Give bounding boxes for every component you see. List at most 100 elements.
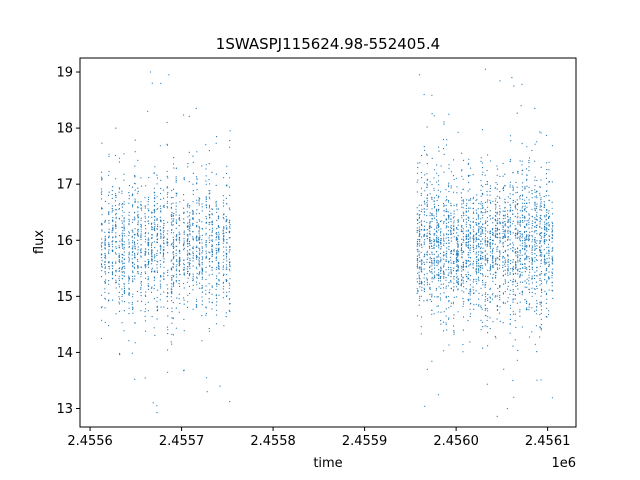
data-point (450, 214, 452, 216)
data-point (507, 270, 509, 272)
data-point (545, 177, 548, 179)
data-point (502, 274, 504, 276)
data-point (507, 272, 509, 274)
data-point (147, 237, 150, 239)
data-point (416, 315, 418, 317)
data-point (196, 284, 198, 286)
data-point (462, 305, 464, 307)
data-point (522, 205, 524, 207)
data-point (166, 170, 168, 172)
data-point (539, 247, 541, 249)
data-point (453, 314, 455, 316)
data-point (201, 252, 203, 254)
data-point (134, 245, 136, 247)
data-point (468, 162, 470, 164)
data-point (531, 197, 533, 199)
data-point (517, 259, 519, 261)
data-point (172, 317, 174, 319)
data-point (433, 240, 435, 242)
data-point (215, 295, 217, 297)
data-point (473, 231, 475, 233)
data-point (445, 269, 447, 271)
data-point (222, 205, 224, 207)
data-point (469, 249, 471, 251)
data-point (147, 216, 150, 218)
data-point (450, 187, 452, 189)
data-point (167, 221, 169, 223)
data-point (215, 142, 217, 144)
data-point (189, 221, 191, 223)
data-point (436, 181, 438, 183)
data-point (489, 233, 491, 235)
data-point (159, 266, 162, 268)
data-point (514, 279, 517, 281)
data-point (156, 183, 158, 185)
data-point (430, 226, 433, 228)
data-point (182, 263, 185, 265)
data-point (226, 227, 228, 229)
data-point (502, 186, 505, 188)
data-point (467, 216, 469, 218)
data-point (136, 232, 139, 234)
data-point (445, 189, 447, 191)
data-point (426, 154, 428, 156)
data-point (534, 275, 536, 277)
data-point (222, 242, 224, 244)
data-point (485, 220, 487, 222)
data-point (472, 235, 474, 237)
data-point (156, 177, 159, 179)
data-point (128, 220, 130, 222)
data-point (551, 241, 553, 243)
data-point (522, 245, 524, 247)
data-point (514, 201, 517, 203)
data-point (431, 258, 433, 260)
data-point (534, 248, 536, 250)
data-point (509, 210, 511, 212)
data-point (101, 259, 103, 262)
data-point (465, 226, 467, 228)
data-point (446, 247, 448, 249)
data-point (515, 285, 517, 287)
data-point (468, 217, 470, 219)
data-point (552, 235, 554, 237)
data-point (496, 247, 498, 249)
data-point (465, 210, 467, 212)
data-point (512, 259, 514, 261)
data-point (499, 242, 501, 244)
data-point (225, 257, 227, 259)
data-point (136, 290, 139, 293)
data-point (504, 231, 506, 233)
data-point (437, 197, 439, 199)
data-point (521, 237, 523, 239)
data-point (489, 242, 491, 244)
data-point (482, 247, 484, 249)
data-point (439, 297, 441, 299)
data-point (439, 293, 441, 295)
data-point (445, 237, 447, 239)
data-point (201, 304, 203, 306)
data-point (548, 161, 550, 163)
data-point (481, 229, 483, 231)
data-point (199, 220, 201, 222)
data-point (521, 209, 523, 211)
data-point (215, 288, 217, 291)
data-point (111, 262, 114, 264)
data-point (225, 246, 227, 248)
data-point (514, 206, 517, 208)
data-point (472, 264, 474, 266)
data-point (515, 208, 517, 210)
data-point (536, 266, 538, 268)
data-point (443, 233, 445, 235)
data-point (163, 273, 165, 275)
data-point (475, 290, 477, 292)
data-point (140, 291, 142, 294)
data-point (426, 237, 428, 240)
data-point (419, 297, 421, 299)
data-point (225, 252, 227, 254)
data-point (208, 283, 210, 285)
data-point (189, 244, 191, 246)
data-point (485, 211, 487, 213)
data-point (209, 229, 211, 231)
data-point (123, 227, 125, 229)
data-point (144, 205, 146, 207)
